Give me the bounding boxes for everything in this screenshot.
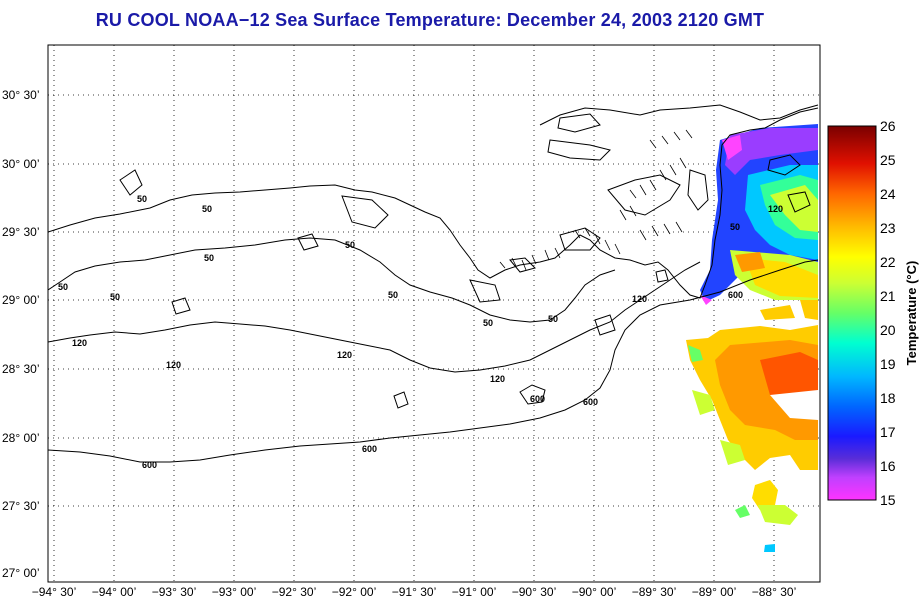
colorbar-tick: 16 [880,458,896,474]
colorbar-tick: 18 [880,390,896,406]
longitude-label: −92° 30’ [272,585,317,599]
colorbar-tick: 22 [880,254,896,270]
latitude-label: 27° 00’ [2,566,40,580]
isobath-label: 120 [632,294,647,304]
colorbar: 26 25 24 23 22 21 20 19 18 17 16 15 Temp… [827,118,919,508]
isobath-label: 120 [337,350,352,360]
longitude-label: −93° 00’ [212,585,257,599]
isobath-label: 600 [142,460,157,470]
isobath-label: 50 [388,290,398,300]
sst-data-layer [686,124,818,552]
latitude-axis: 30° 30’ 30° 00’ 29° 30’ 29° 00’ 28° 30’ … [2,88,40,580]
isobath-120 [48,261,701,373]
isobath-label: 50 [110,292,120,302]
isobath-label: 50 [58,282,68,292]
colorbar-tick: 25 [880,152,896,168]
longitude-label: −90° 00’ [572,585,617,599]
colorbar-tick: 15 [880,492,896,508]
longitude-label: −91° 00’ [452,585,497,599]
latitude-label: 30° 30’ [2,88,40,102]
colorbar-tick: 17 [880,424,896,440]
longitude-label: −89° 30’ [632,585,677,599]
isobath-label: 50 [345,240,355,250]
longitude-label: −92° 00’ [332,585,377,599]
latitude-label: 27° 30’ [2,499,40,513]
colorbar-tick: 23 [880,220,896,236]
isobath-label: 600 [530,394,545,404]
latitude-label: 28° 00’ [2,431,40,445]
longitude-label: −88° 30’ [752,585,797,599]
longitude-label: −94° 00’ [92,585,137,599]
isobath-label: 600 [362,444,377,454]
isobath-label: 120 [768,204,783,214]
colorbar-tick: 19 [880,356,896,372]
marsh-coast-detail [499,129,693,271]
isobath-50 [48,237,616,323]
isobath-label: 50 [137,194,147,204]
map-frame [47,44,821,583]
isobath-label: 120 [166,360,181,370]
longitude-axis: −94° 30’ −94° 00’ −93° 30’ −93° 00’ −92°… [32,585,797,599]
longitude-label: −89° 00’ [692,585,737,599]
isobath-label: 50 [202,204,212,214]
colorbar-ramp [827,125,877,501]
colorbar-title: Temperature (°C) [904,261,919,366]
isobath-labels: 50 50 50 50 50 50 50 50 50 50 120 120 12… [58,194,783,470]
isobaths [48,237,819,463]
latitude-label: 29° 00’ [2,293,40,307]
map-title: RU COOL NOAA−12 Sea Surface Temperature:… [95,10,765,30]
coastline [48,104,819,409]
isobath-label: 50 [548,314,558,324]
colorbar-tick: 20 [880,322,896,338]
longitude-label: −94° 30’ [32,585,77,599]
isobath-label: 50 [730,222,740,232]
latitude-label: 30° 00’ [2,157,40,171]
isobath-label: 120 [72,338,87,348]
isobath-label: 50 [483,318,493,328]
isobath-label: 120 [490,374,505,384]
isobath-600 [48,259,819,463]
longitude-label: −93° 30’ [152,585,197,599]
isobath-label: 50 [204,253,214,263]
colorbar-tick: 26 [880,118,896,134]
latitude-label: 29° 30’ [2,225,40,239]
isobath-label: 600 [728,290,743,300]
longitude-label: −91° 30’ [392,585,437,599]
longitude-label: −90° 30’ [512,585,557,599]
colorbar-tick: 21 [880,288,896,304]
colorbar-tick: 24 [880,186,896,202]
isobath-label: 600 [583,397,598,407]
latitude-label: 28° 30’ [2,362,40,376]
